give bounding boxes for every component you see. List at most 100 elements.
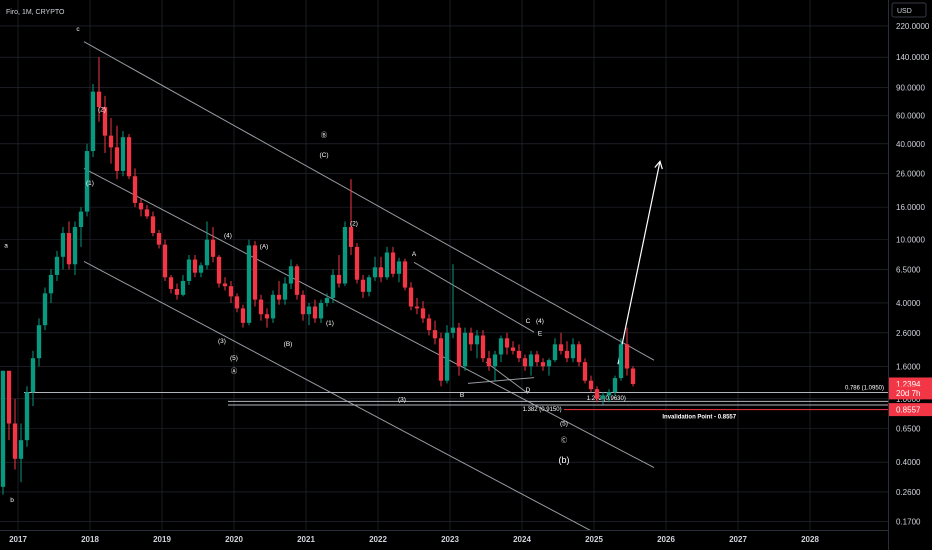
candle-body: [606, 392, 612, 396]
candle-body: [336, 274, 342, 284]
candle-body: [546, 360, 552, 367]
candle-body: [528, 354, 534, 367]
candle-body: [180, 280, 186, 295]
candle-body: [18, 440, 24, 459]
candle-body: [270, 294, 276, 319]
candle-body: [114, 147, 120, 171]
candle-body: [396, 261, 402, 274]
candle-body: [540, 362, 546, 367]
candle-body: [120, 137, 126, 171]
candle-body: [570, 344, 576, 359]
candle-body: [210, 239, 216, 257]
wave-label: (2): [350, 220, 358, 227]
candle-body: [288, 266, 294, 284]
price-label-text: 1.2394: [896, 380, 921, 389]
currency-badge[interactable]: [891, 2, 927, 18]
time-tick-label: 2026: [657, 535, 675, 544]
candle-body: [60, 233, 66, 257]
fib-level-label: Invalidation Point - 0.8557: [662, 415, 736, 421]
wave-label: D: [526, 387, 531, 394]
candle-body: [504, 338, 510, 348]
candle-body: [444, 332, 450, 381]
candle-body: [372, 267, 378, 278]
wave-label: C: [526, 318, 531, 325]
candle-body: [402, 261, 408, 288]
wave-label: (1): [86, 180, 94, 187]
symbol-title: Firo, 1M, CRYPTO: [6, 9, 65, 16]
candle-body: [234, 296, 240, 309]
candle-body: [330, 274, 336, 298]
price-tick-label: 16.0000: [896, 203, 925, 212]
price-tick-label: 60.0000: [896, 112, 925, 121]
candle-body: [162, 244, 168, 278]
candle-body: [534, 354, 540, 363]
candle-body: [492, 354, 498, 367]
candle-body: [348, 227, 354, 247]
candle-body: [246, 245, 252, 323]
candle-body: [456, 327, 462, 367]
candle-body: [360, 279, 366, 292]
price-tick-label: 0.1700: [896, 517, 921, 526]
candle-body: [168, 277, 174, 289]
candle-body: [624, 344, 630, 369]
candle-body: [582, 362, 588, 381]
price-tick-label: 90.0000: [896, 84, 925, 93]
candle-series: [0, 57, 636, 495]
time-tick-label: 2018: [81, 535, 99, 544]
wave-label: E: [538, 330, 543, 337]
candle-body: [438, 338, 444, 381]
candle-body: [96, 91, 102, 108]
price-tick-label: 40.0000: [896, 140, 925, 149]
candle-body: [138, 202, 144, 210]
candle-body: [576, 344, 582, 363]
candle-body: [252, 245, 258, 300]
wave-label: (B): [284, 341, 293, 348]
time-tick-label: 2024: [513, 535, 531, 544]
price-tick-label: 2.6000: [896, 329, 921, 338]
candle-body: [156, 233, 162, 245]
time-tick-label: 2020: [225, 535, 243, 544]
candle-body: [258, 299, 264, 315]
candle-body: [306, 306, 312, 315]
candle-body: [174, 288, 180, 295]
candle-body: [426, 318, 432, 331]
time-tick-label: 2017: [9, 535, 27, 544]
candle-body: [48, 274, 54, 294]
wave-label: (A): [260, 243, 269, 250]
wave-label: a: [4, 243, 8, 250]
candle-body: [54, 256, 60, 275]
candle-body: [516, 350, 522, 359]
candle-body: [480, 335, 486, 359]
wave-label: (1): [326, 320, 334, 327]
candle-body: [12, 423, 18, 459]
grid-lines: [0, 0, 888, 530]
wave-label: Ⓒ: [561, 436, 568, 444]
candle-body: [186, 259, 192, 281]
projection-arrow-head: [654, 160, 663, 170]
wave-label: c: [76, 26, 80, 33]
candle-body: [24, 392, 30, 441]
candle-body: [42, 293, 48, 326]
candle-body: [66, 233, 72, 265]
trendline: [413, 261, 535, 333]
price-label-text: 20d 7h: [896, 389, 920, 398]
wave-annotations: (a)cab(2)(1)(4)(3)(5)Ⓐ(A)(B)Ⓑ(C)(1)(2)A(…: [4, 26, 569, 504]
time-tick-label: 2027: [729, 535, 747, 544]
candle-body: [612, 378, 618, 393]
candle-body: [30, 358, 36, 393]
candle-body: [126, 137, 132, 177]
wave-label: (3): [398, 396, 406, 403]
candle-body: [36, 325, 42, 359]
candle-body: [90, 91, 96, 152]
candle-body: [84, 151, 90, 212]
candle-body: [300, 294, 306, 315]
wave-label: (4): [224, 233, 232, 240]
price-tick-label: 4.0000: [896, 299, 921, 308]
time-axis-bg: [0, 530, 888, 550]
time-tick-label: 2023: [441, 535, 459, 544]
time-tick-label: 2021: [297, 535, 315, 544]
price-tick-label: 26.0000: [896, 170, 925, 179]
candle-body: [264, 314, 270, 319]
candle-body: [354, 246, 360, 280]
